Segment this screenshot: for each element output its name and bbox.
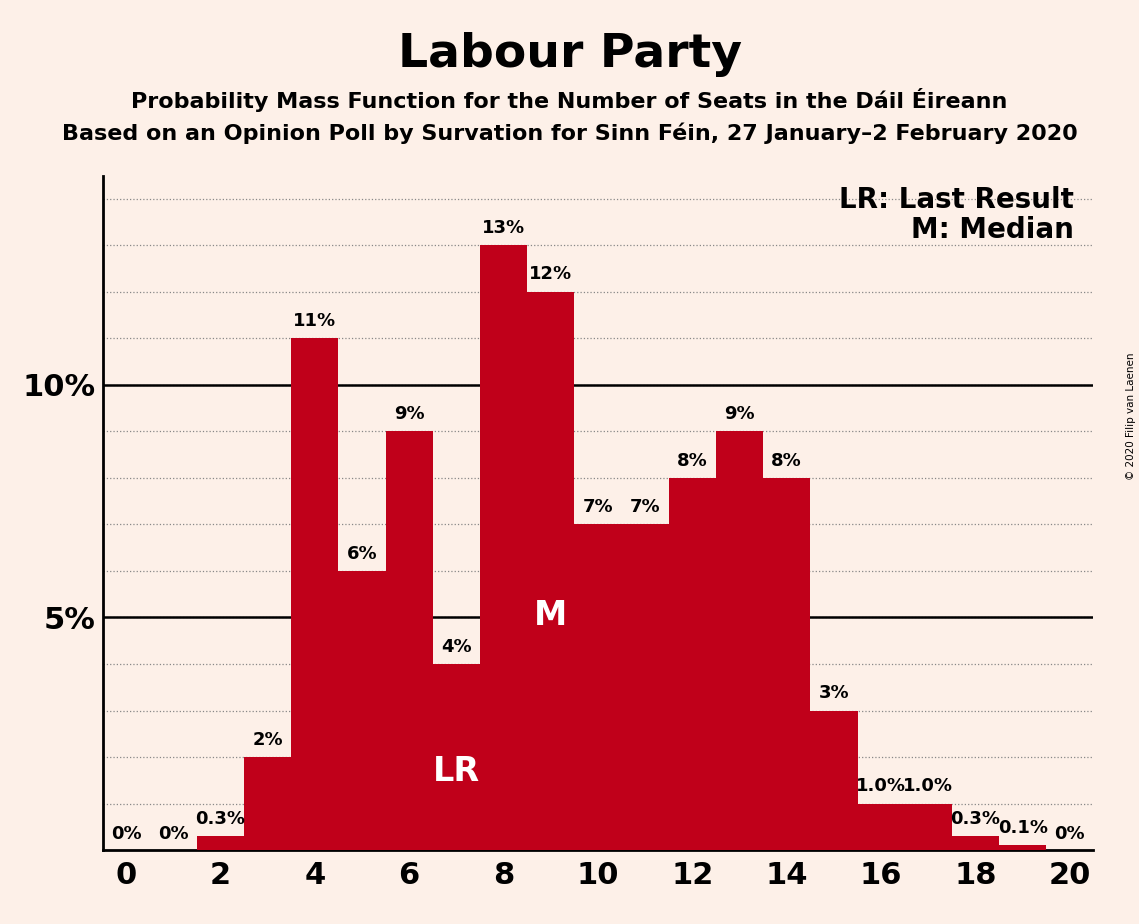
Text: 9%: 9% <box>724 405 755 423</box>
Bar <box>292 338 338 850</box>
Bar <box>480 246 527 850</box>
Text: 1.0%: 1.0% <box>857 777 907 796</box>
Text: 12%: 12% <box>530 265 573 284</box>
Bar <box>338 571 386 850</box>
Text: LR: LR <box>433 756 480 788</box>
Bar <box>527 292 574 850</box>
Text: 2%: 2% <box>253 731 282 748</box>
Text: 0%: 0% <box>158 825 189 843</box>
Text: Probability Mass Function for the Number of Seats in the Dáil Éireann: Probability Mass Function for the Number… <box>131 88 1008 112</box>
Bar <box>197 836 244 850</box>
Bar <box>904 804 952 850</box>
Text: 6%: 6% <box>346 544 377 563</box>
Bar <box>433 664 480 850</box>
Bar <box>999 845 1047 850</box>
Text: 13%: 13% <box>482 219 525 237</box>
Bar <box>574 525 622 850</box>
Text: 7%: 7% <box>630 498 661 517</box>
Text: 4%: 4% <box>441 638 472 656</box>
Text: 8%: 8% <box>677 452 707 469</box>
Bar <box>858 804 904 850</box>
Text: 0%: 0% <box>1055 825 1085 843</box>
Bar <box>622 525 669 850</box>
Bar <box>669 478 716 850</box>
Text: 7%: 7% <box>583 498 613 517</box>
Text: 8%: 8% <box>771 452 802 469</box>
Text: LR: Last Result: LR: Last Result <box>838 186 1074 213</box>
Text: 0.3%: 0.3% <box>196 809 246 828</box>
Bar <box>386 432 433 850</box>
Text: 1.0%: 1.0% <box>903 777 953 796</box>
Bar <box>716 432 763 850</box>
Text: M: M <box>534 599 567 632</box>
Bar <box>244 757 292 850</box>
Text: © 2020 Filip van Laenen: © 2020 Filip van Laenen <box>1126 352 1136 480</box>
Text: 3%: 3% <box>819 684 850 702</box>
Text: 9%: 9% <box>394 405 425 423</box>
Bar <box>952 836 999 850</box>
Text: Labour Party: Labour Party <box>398 32 741 78</box>
Text: 11%: 11% <box>293 312 336 330</box>
Bar <box>810 711 858 850</box>
Text: Based on an Opinion Poll by Survation for Sinn Féin, 27 January–2 February 2020: Based on an Opinion Poll by Survation fo… <box>62 123 1077 144</box>
Text: 0.1%: 0.1% <box>998 819 1048 837</box>
Text: 0%: 0% <box>110 825 141 843</box>
Text: M: Median: M: Median <box>911 216 1074 244</box>
Text: 0.3%: 0.3% <box>950 809 1000 828</box>
Bar <box>763 478 810 850</box>
